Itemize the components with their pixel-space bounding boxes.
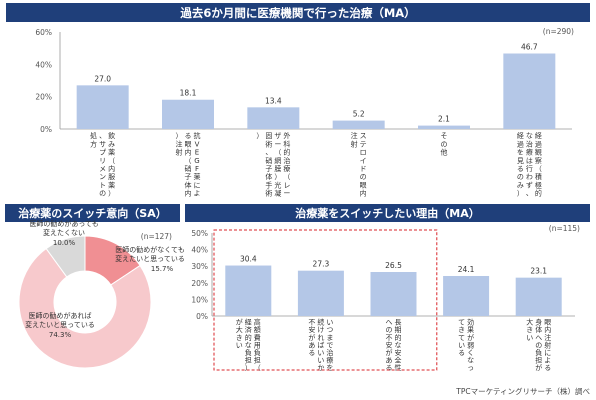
slice-value-label: 74.3% xyxy=(49,331,72,339)
category-label-column: への不安がある xyxy=(386,319,393,373)
y-tick-label: 0% xyxy=(196,312,208,321)
bar-value-label: 18.1 xyxy=(180,89,197,98)
bar-value-label: 27.0 xyxy=(94,74,111,83)
bar-value-label: 2.1 xyxy=(438,115,450,124)
bar xyxy=(162,99,214,129)
category-label-column: 抗 V E G F 薬によ xyxy=(194,131,201,197)
category-label-column: 処方 xyxy=(90,131,97,148)
category-label-column: 不安がある xyxy=(308,319,315,357)
sample-size-note: (n=127) xyxy=(141,232,172,241)
slice-label-line: 医師の勧めがあれば xyxy=(29,311,92,320)
bar-value-label: 5.2 xyxy=(353,110,365,119)
slice-label-line: 医師の勧めがなくても xyxy=(115,245,184,254)
reasons-chart-title: 治療薬をスイッチしたい理由（MA） xyxy=(185,204,590,222)
category-label: その他 xyxy=(441,132,448,156)
category-label-column: 注射 xyxy=(351,131,358,148)
bar xyxy=(503,53,556,130)
bar xyxy=(247,107,300,129)
bar-value-label: 46.7 xyxy=(521,43,538,52)
category-label-column: 眼内注射による xyxy=(544,319,551,373)
category-label-column: 身体への負担が xyxy=(535,318,542,373)
y-tick-label: 20% xyxy=(191,279,208,288)
category-label-column: 飲み薬（内服薬） xyxy=(108,131,115,197)
category-label-column: 経済的な負担） xyxy=(245,318,252,373)
category-label-column: 長期的な安全性 xyxy=(395,319,402,373)
slice-label-line: 変えたいと思っている xyxy=(115,254,185,263)
pie-slice xyxy=(45,235,86,278)
bar xyxy=(76,85,129,129)
category-label-column: 大きい xyxy=(526,318,533,342)
bar-value-label: 23.1 xyxy=(530,267,547,276)
bar xyxy=(418,125,470,129)
category-label-column: 、サプリメントの xyxy=(99,132,106,197)
category-label-column: 固術、硝子体手術 xyxy=(265,132,272,197)
category-label-column: 経過観察（積極的 xyxy=(535,131,542,197)
slice-value-label: 10.0% xyxy=(53,239,76,247)
highlight-box xyxy=(213,229,438,371)
bar xyxy=(297,270,344,316)
bar-value-label: 27.3 xyxy=(313,260,330,269)
sample-size-note: (n=290) xyxy=(543,27,574,36)
slice-label-line: 医師の勧めがあっても xyxy=(29,219,98,228)
category-label-column: ステロイドの眼内 xyxy=(360,132,367,197)
category-label-column: ）注射 xyxy=(176,132,183,156)
category-label-column: ザー（網膜）光凝 xyxy=(274,132,281,197)
slice-label-line: 変えたいと思っている xyxy=(25,320,95,329)
pie-chart-title: 治療薬のスイッチ意向（SA） xyxy=(5,204,180,222)
bar-value-label: 24.1 xyxy=(458,265,475,274)
slice-label-line: 変えたくない xyxy=(43,228,85,237)
category-label-column: な治療は行わず、 xyxy=(526,132,533,197)
bar xyxy=(443,275,490,316)
y-tick-label: 20% xyxy=(35,93,52,102)
category-label-column: 続ければいいか xyxy=(317,318,324,373)
bar xyxy=(332,120,385,129)
y-tick-label: 50% xyxy=(191,229,208,238)
category-label-column: 効果が弱くなっ xyxy=(467,318,474,373)
bar-value-label: 13.4 xyxy=(265,96,282,105)
y-tick-label: 40% xyxy=(35,60,52,69)
y-tick-label: 30% xyxy=(191,262,208,271)
y-tick-label: 0% xyxy=(40,125,52,134)
y-tick-label: 40% xyxy=(191,246,208,255)
bar-value-label: 26.5 xyxy=(385,261,402,270)
y-tick-label: 10% xyxy=(191,295,208,304)
category-label-column: 高額費用負担（ xyxy=(254,318,261,373)
category-label-column: その他 xyxy=(441,132,448,156)
slice-value-label: 15.7% xyxy=(151,265,174,273)
category-label-column: 経過を見るのみ） xyxy=(517,131,524,197)
category-label-column: てきている xyxy=(458,319,465,357)
top-chart-title: 過去6か月間に医療機関で行った治療（MA） xyxy=(6,3,590,22)
category-label-column: いつまで治療を xyxy=(326,319,333,373)
bar xyxy=(515,277,562,316)
bar xyxy=(225,265,272,316)
pie-slice xyxy=(18,247,152,369)
category-label-column: ） xyxy=(256,132,263,140)
category-label: 高額費用負担（経済的な負担）が大きい xyxy=(236,318,261,373)
bar-value-label: 30.4 xyxy=(240,255,257,264)
category-label-column: が大きい xyxy=(236,318,243,350)
y-tick-label: 60% xyxy=(35,28,52,37)
sample-size-note: (n=115) xyxy=(549,224,580,233)
category-label-column: 外科的治療（レー xyxy=(283,131,290,197)
category-label-column: る眼内（硝子体内 xyxy=(185,132,192,197)
source-credit: TPCマーケティングリサーチ（株）調べ xyxy=(456,387,590,396)
bar xyxy=(370,272,417,316)
